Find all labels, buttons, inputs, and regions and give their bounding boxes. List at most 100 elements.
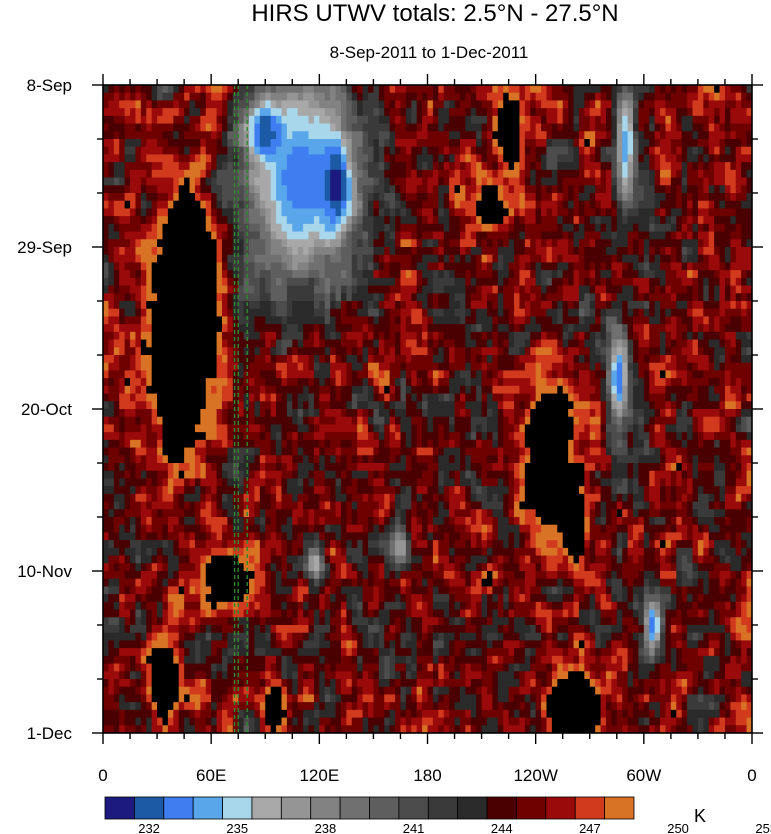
heatmap-cell bbox=[270, 378, 277, 387]
heatmap-cell bbox=[697, 162, 704, 171]
heatmap-cell bbox=[265, 100, 272, 109]
heatmap-cell bbox=[600, 200, 607, 210]
heatmap-cell bbox=[481, 193, 488, 202]
heatmap-cell bbox=[124, 370, 131, 379]
heatmap-cell bbox=[395, 223, 402, 233]
heatmap-cell bbox=[276, 200, 283, 210]
heatmap-cell bbox=[200, 85, 207, 94]
heatmap-cell bbox=[254, 108, 261, 117]
heatmap-cell bbox=[340, 216, 347, 225]
heatmap-cell bbox=[622, 339, 629, 348]
heatmap-cell bbox=[708, 139, 715, 148]
heatmap-cell bbox=[189, 293, 196, 302]
heatmap-cell bbox=[741, 216, 748, 225]
heatmap-cell bbox=[432, 115, 439, 125]
heatmap-cell bbox=[584, 216, 591, 225]
heatmap-cell bbox=[276, 193, 283, 202]
heatmap-cell bbox=[281, 308, 288, 318]
heatmap-cell bbox=[724, 131, 731, 140]
heatmap-cell bbox=[541, 247, 548, 256]
heatmap-cell bbox=[151, 347, 158, 356]
heatmap-cell bbox=[681, 131, 688, 140]
heatmap-cell bbox=[611, 146, 618, 156]
heatmap-cell bbox=[573, 185, 580, 194]
heatmap-cell bbox=[249, 277, 256, 287]
heatmap-cell bbox=[162, 362, 169, 372]
heatmap-cell bbox=[551, 239, 558, 248]
heatmap-cell bbox=[438, 393, 445, 402]
heatmap-cell bbox=[103, 139, 110, 148]
heatmap-cell bbox=[276, 100, 283, 109]
heatmap-cell bbox=[443, 324, 450, 333]
heatmap-cell bbox=[541, 100, 548, 109]
heatmap-cell bbox=[714, 100, 721, 109]
heatmap-cell bbox=[432, 254, 439, 264]
heatmap-cell bbox=[497, 193, 504, 202]
heatmap-cell bbox=[384, 339, 391, 348]
heatmap-cell bbox=[130, 231, 137, 240]
heatmap-cell bbox=[492, 401, 499, 410]
heatmap-cell bbox=[551, 108, 558, 117]
heatmap-cell bbox=[108, 401, 115, 410]
heatmap-cell bbox=[281, 254, 288, 264]
heatmap-cell bbox=[221, 293, 228, 302]
heatmap-cell bbox=[151, 85, 158, 94]
heatmap-cell bbox=[357, 123, 364, 132]
heatmap-cell bbox=[238, 131, 245, 140]
heatmap-cell bbox=[308, 339, 315, 348]
heatmap-cell bbox=[135, 169, 142, 179]
heatmap-cell bbox=[546, 177, 553, 186]
heatmap-cell bbox=[633, 370, 640, 379]
heatmap-cell bbox=[432, 185, 439, 194]
heatmap-cell bbox=[708, 108, 715, 117]
heatmap-cell bbox=[687, 208, 694, 217]
heatmap-cell bbox=[719, 324, 726, 333]
heatmap-cell bbox=[541, 223, 548, 233]
heatmap-cell bbox=[205, 139, 212, 148]
heatmap-cell bbox=[395, 362, 402, 372]
heatmap-cell bbox=[313, 347, 320, 356]
heatmap-cell bbox=[541, 239, 548, 248]
heatmap-cell bbox=[362, 277, 369, 287]
heatmap-cell bbox=[595, 154, 602, 163]
heatmap-cell bbox=[562, 208, 569, 217]
heatmap-cell bbox=[584, 331, 591, 341]
heatmap-cell bbox=[611, 216, 618, 225]
heatmap-cell bbox=[660, 162, 667, 171]
heatmap-cell bbox=[497, 200, 504, 210]
heatmap-cell bbox=[724, 301, 731, 310]
heatmap-cell bbox=[167, 324, 174, 333]
heatmap-cell bbox=[205, 293, 212, 302]
heatmap-cell bbox=[568, 115, 575, 125]
heatmap-cell bbox=[741, 324, 748, 333]
heatmap-cell bbox=[422, 139, 429, 148]
heatmap-cell bbox=[351, 362, 358, 372]
heatmap-cell bbox=[308, 231, 315, 240]
heatmap-cell bbox=[611, 185, 618, 194]
heatmap-cell bbox=[395, 385, 402, 395]
heatmap-cell bbox=[746, 362, 752, 372]
heatmap-cell bbox=[259, 301, 266, 310]
heatmap-cell bbox=[492, 239, 499, 248]
heatmap-cell bbox=[724, 339, 731, 348]
heatmap-cell bbox=[405, 339, 412, 348]
heatmap-cell bbox=[254, 177, 261, 186]
heatmap-cell bbox=[714, 223, 721, 233]
heatmap-cell bbox=[546, 85, 553, 94]
heatmap-cell bbox=[205, 270, 212, 279]
heatmap-cell bbox=[167, 331, 174, 341]
heatmap-cell bbox=[178, 347, 185, 356]
heatmap-cell bbox=[119, 393, 126, 402]
heatmap-cell bbox=[638, 123, 645, 132]
heatmap-cell bbox=[714, 139, 721, 148]
heatmap-cell bbox=[211, 154, 218, 163]
heatmap-cell bbox=[319, 131, 326, 140]
heatmap-cell bbox=[276, 254, 283, 264]
heatmap-cell bbox=[687, 355, 694, 364]
heatmap-cell bbox=[578, 208, 585, 217]
heatmap-cell bbox=[140, 123, 147, 132]
heatmap-cell bbox=[422, 185, 429, 194]
heatmap-cell bbox=[211, 270, 218, 279]
heatmap-cell bbox=[465, 247, 472, 256]
heatmap-cell bbox=[573, 370, 580, 379]
